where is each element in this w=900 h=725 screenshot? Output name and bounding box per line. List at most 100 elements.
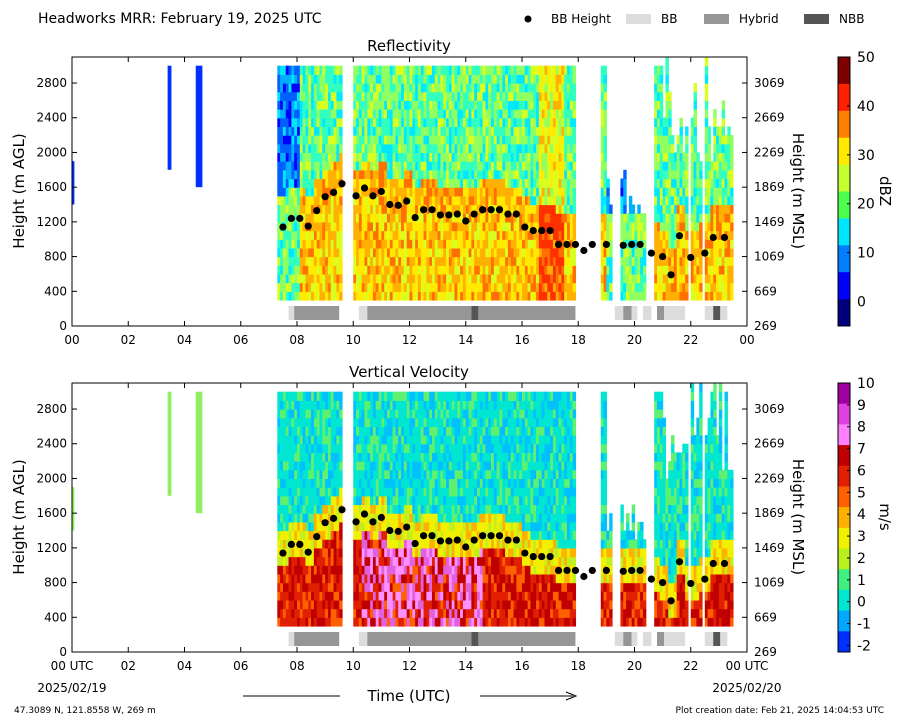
reflectivity-cell	[327, 74, 332, 84]
reflectivity-cell	[370, 204, 374, 214]
reflectivity-cell	[485, 74, 489, 84]
reflectivity-cell	[460, 178, 464, 188]
velocity-cell	[381, 573, 385, 584]
velocity-cell	[375, 608, 380, 618]
reflectivity-cell	[327, 204, 332, 214]
velocity-cell	[282, 521, 287, 532]
reflectivity-cell	[572, 74, 577, 84]
reflectivity-cell	[325, 100, 329, 110]
reflectivity-cell	[468, 247, 472, 258]
reflectivity-cell	[327, 291, 332, 301]
reflectivity-cell	[505, 169, 509, 180]
reflectivity-cell	[502, 117, 506, 128]
velocity-cell	[381, 495, 385, 506]
reflectivity-cell	[524, 204, 529, 214]
velocity-cell	[367, 556, 371, 566]
reflectivity-cell	[353, 221, 357, 232]
reflectivity-cell	[510, 161, 515, 171]
reflectivity-cell	[496, 109, 501, 119]
reflectivity-cell	[398, 230, 402, 240]
reflectivity-cell	[336, 91, 340, 101]
reflectivity-cell	[468, 152, 472, 162]
reflectivity-cell	[477, 83, 481, 93]
reflectivity-cell	[538, 169, 543, 180]
reflectivity-cell	[417, 187, 422, 197]
velocity-cell	[389, 443, 394, 454]
reflectivity-cell	[415, 178, 419, 188]
reflectivity-cell	[280, 169, 284, 180]
reflectivity-cell	[446, 100, 450, 110]
velocity-cell	[409, 426, 413, 436]
reflectivity-cell	[308, 291, 312, 301]
reflectivity-cell	[519, 126, 523, 136]
velocity-cell	[398, 591, 402, 601]
reflectivity-cell	[671, 143, 675, 154]
velocity-cell	[325, 556, 329, 566]
reflectivity-cell	[530, 117, 534, 128]
reflectivity-cell	[538, 65, 543, 75]
reflectivity-cell	[311, 74, 315, 84]
velocity-cell	[406, 582, 411, 592]
velocity-cell	[319, 617, 323, 627]
reflectivity-cell	[451, 265, 456, 275]
reflectivity-cell	[426, 221, 430, 232]
reflectivity-cell	[389, 178, 394, 188]
velocity-cell	[381, 417, 385, 427]
reflectivity-cell	[302, 91, 307, 101]
reflectivity-cell	[662, 135, 667, 145]
velocity-cell	[327, 443, 332, 454]
velocity-cell	[378, 469, 382, 480]
velocity-cell	[327, 582, 332, 592]
reflectivity-cell	[727, 187, 731, 197]
velocity-cell	[384, 617, 388, 627]
velocity-cell	[378, 521, 382, 532]
reflectivity-cell	[333, 221, 337, 232]
velocity-cell	[285, 495, 290, 506]
reflectivity-cell	[704, 230, 709, 240]
velocity-cell	[387, 530, 391, 540]
reflectivity-cell	[555, 161, 560, 171]
reflectivity-cell	[403, 117, 408, 128]
reflectivity-cell	[544, 291, 548, 301]
reflectivity-cell	[510, 282, 515, 292]
velocity-cell	[297, 443, 301, 454]
velocity-cell	[378, 539, 382, 549]
velocity-cell	[367, 400, 371, 410]
reflectivity-cell	[654, 169, 658, 180]
reflectivity-cell	[471, 291, 475, 301]
reflectivity-cell	[316, 213, 321, 223]
velocity-cell	[308, 573, 312, 584]
velocity-cell	[364, 617, 368, 627]
reflectivity-cell	[690, 195, 695, 206]
reflectivity-cell	[493, 256, 498, 266]
reflectivity-cell	[699, 213, 703, 223]
reflectivity-cell	[533, 187, 537, 197]
velocity-cell	[395, 461, 399, 471]
reflectivity-cell	[727, 135, 731, 145]
velocity-cell	[387, 400, 391, 410]
velocity-cell	[378, 487, 382, 497]
reflectivity-cell	[308, 282, 312, 292]
reflectivity-cell	[665, 239, 669, 249]
reflectivity-cell	[403, 291, 408, 301]
reflectivity-cell	[305, 135, 309, 145]
reflectivity-cell	[716, 161, 720, 171]
reflectivity-cell	[420, 291, 425, 301]
reflectivity-cell	[513, 65, 517, 75]
reflectivity-cell	[547, 161, 551, 171]
velocity-cell	[339, 582, 343, 592]
reflectivity-cell	[395, 126, 399, 136]
reflectivity-cell	[572, 100, 577, 110]
velocity-cell	[403, 539, 408, 549]
reflectivity-cell	[513, 83, 517, 93]
reflectivity-cell	[392, 83, 397, 93]
velocity-cell	[313, 513, 318, 523]
velocity-cell	[336, 504, 340, 514]
reflectivity-cell	[457, 195, 461, 206]
reflectivity-cell	[367, 204, 371, 214]
reflectivity-cell	[423, 65, 427, 75]
reflectivity-cell	[457, 83, 461, 93]
reflectivity-cell	[538, 152, 543, 162]
velocity-cell	[299, 565, 304, 575]
reflectivity-cell	[471, 187, 475, 197]
